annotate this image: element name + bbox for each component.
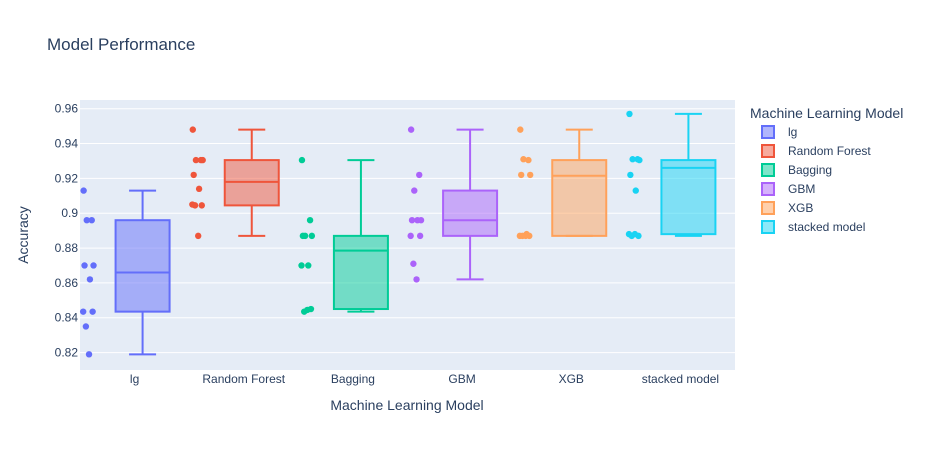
- legend-label: GBM: [788, 182, 815, 196]
- data-point: [190, 171, 197, 179]
- box-lg: [114, 189, 171, 356]
- data-point: [627, 171, 634, 179]
- data-point: [522, 232, 529, 240]
- legend-swatch: [761, 220, 775, 234]
- data-point: [192, 156, 200, 164]
- legend-swatch: [761, 201, 775, 215]
- box-xgb: [551, 128, 608, 237]
- data-point: [304, 306, 311, 314]
- y-tick-label: 0.94: [55, 137, 79, 151]
- data-point: [631, 230, 639, 238]
- legend-item-bagging[interactable]: Bagging: [761, 163, 832, 177]
- data-point: [88, 216, 95, 224]
- data-point: [195, 185, 203, 193]
- y-tick-label: 0.84: [55, 311, 79, 325]
- box-bagging: [332, 159, 389, 313]
- data-point: [411, 187, 418, 194]
- legend-item-xgb[interactable]: XGB: [761, 201, 813, 215]
- legend-swatch: [761, 163, 775, 177]
- iqr-box: [660, 159, 717, 236]
- data-point: [189, 126, 196, 133]
- data-point: [79, 308, 87, 315]
- data-point: [414, 216, 421, 224]
- data-point: [90, 262, 97, 269]
- x-axis-label: Machine Learning Model: [330, 397, 483, 413]
- data-point: [86, 276, 94, 283]
- data-point: [407, 126, 415, 133]
- legend-title: Machine Learning Model: [750, 105, 903, 121]
- data-point: [527, 171, 534, 179]
- legend-label: Random Forest: [788, 144, 871, 158]
- box-stacked-model: [660, 112, 717, 237]
- data-point: [83, 216, 90, 224]
- iqr-box: [551, 159, 608, 237]
- data-point: [416, 232, 424, 240]
- y-tick-label: 0.96: [55, 102, 79, 116]
- y-tick-label: 0.82: [55, 346, 79, 360]
- data-point: [299, 232, 307, 240]
- data-point: [306, 216, 314, 224]
- data-point: [89, 308, 96, 315]
- iqr-box: [332, 234, 389, 311]
- legend-label: Bagging: [788, 163, 832, 177]
- data-point: [191, 202, 199, 209]
- data-point: [308, 232, 316, 240]
- data-point: [410, 260, 417, 267]
- data-point: [517, 126, 524, 133]
- data-point: [416, 171, 423, 179]
- legend-swatch: [761, 144, 775, 158]
- legend-label: XGB: [788, 201, 813, 215]
- data-point: [198, 202, 205, 209]
- data-point: [305, 262, 312, 269]
- legend-swatch: [761, 182, 775, 196]
- data-point: [407, 232, 414, 240]
- x-tick-label: stacked model: [642, 372, 719, 386]
- legend-item-gbm[interactable]: GBM: [761, 182, 815, 196]
- data-point: [81, 262, 88, 269]
- data-point: [199, 156, 206, 164]
- data-point: [298, 262, 305, 269]
- iqr-box: [442, 189, 499, 237]
- data-point: [82, 323, 90, 330]
- data-point: [520, 156, 527, 163]
- data-point: [413, 276, 420, 283]
- data-point: [80, 187, 87, 194]
- legend-item-stacked-model[interactable]: stacked model: [761, 220, 865, 234]
- legend-item-lg[interactable]: lg: [761, 125, 797, 139]
- data-point: [632, 187, 639, 194]
- data-point: [195, 232, 202, 240]
- y-axis-label: Accuracy: [15, 206, 31, 264]
- box-random-forest: [223, 128, 280, 237]
- x-tick-label: GBM: [448, 372, 475, 386]
- legend-label: lg: [788, 125, 797, 139]
- box-gbm: [442, 128, 499, 281]
- legend-label: stacked model: [788, 220, 865, 234]
- y-tick-label: 0.88: [55, 241, 79, 255]
- y-tick-label: 0.9: [61, 206, 78, 220]
- data-point: [518, 171, 525, 179]
- data-point: [408, 216, 416, 224]
- plot-area: [80, 100, 735, 370]
- data-point: [626, 110, 633, 118]
- iqr-box: [114, 219, 171, 313]
- x-tick-label: Random Forest: [202, 372, 285, 386]
- data-point: [525, 156, 532, 164]
- legend-swatch: [761, 125, 775, 139]
- chart-title: Model Performance: [47, 35, 195, 54]
- data-point: [85, 351, 93, 358]
- data-point: [636, 156, 643, 164]
- x-tick-label: Bagging: [331, 372, 375, 386]
- x-tick-label: lg: [130, 372, 139, 386]
- x-tick-label: XGB: [559, 372, 584, 386]
- data-point: [629, 156, 636, 163]
- legend-item-random-forest[interactable]: Random Forest: [761, 144, 871, 158]
- data-point: [298, 156, 306, 164]
- y-tick-label: 0.92: [55, 171, 79, 185]
- y-tick-label: 0.86: [55, 276, 79, 290]
